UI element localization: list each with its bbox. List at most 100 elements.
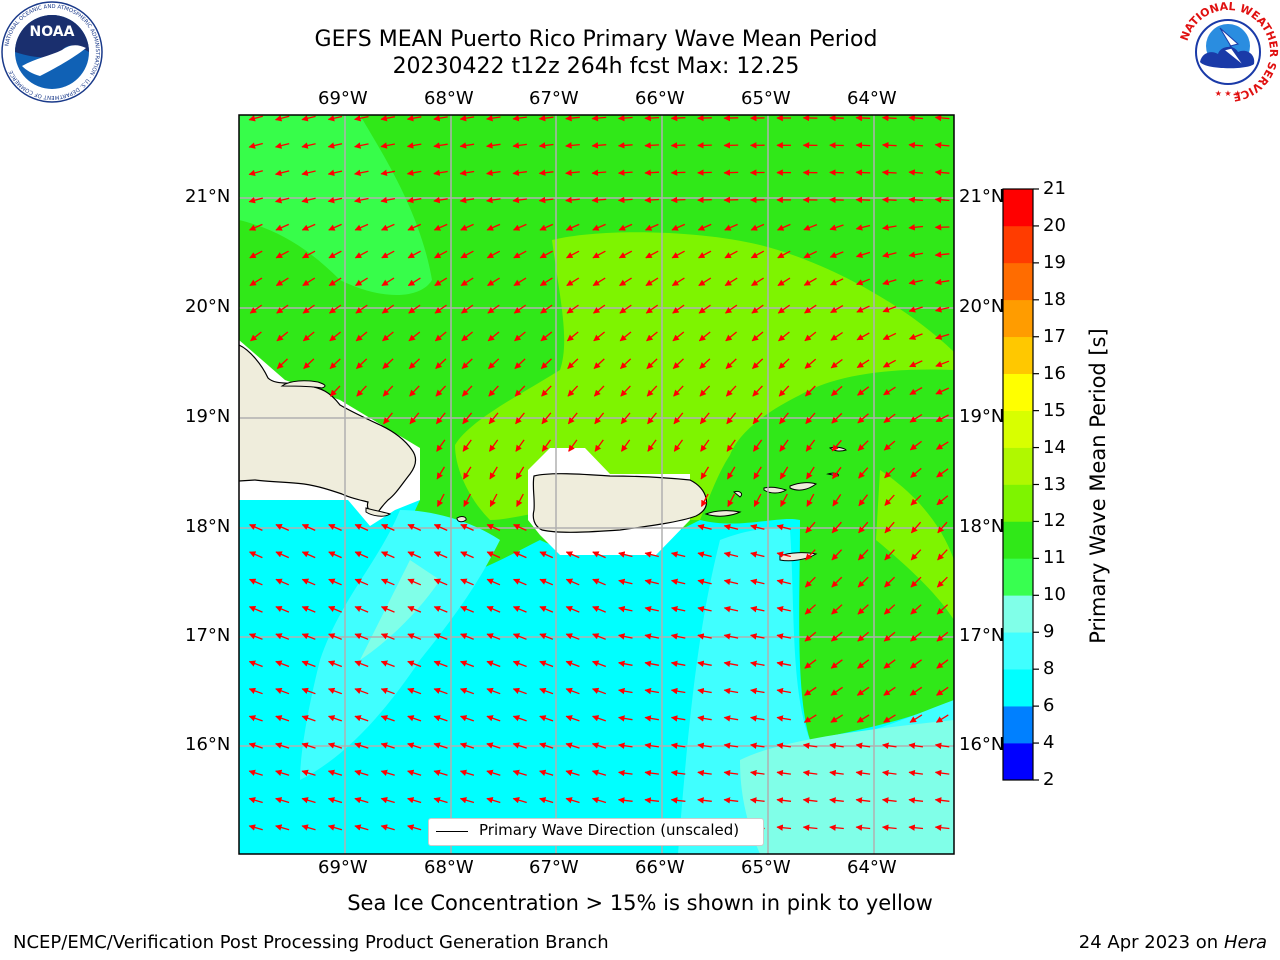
wave-arrow: [881, 169, 897, 176]
wave-arrow: [937, 521, 948, 534]
wave-arrow: [459, 742, 475, 749]
wave-arrow: [750, 742, 765, 749]
lon-tick-bottom-67w: 67°W: [529, 857, 579, 878]
wave-arrow: [592, 304, 606, 314]
wave-arrow: [908, 742, 923, 749]
wave-arrow: [354, 769, 369, 776]
wave-arrow: [459, 115, 475, 122]
field-period-9-10: [740, 720, 954, 854]
wave-arrow: [327, 797, 343, 804]
wave-arrow: [382, 385, 394, 397]
wave-arrow: [909, 714, 923, 723]
wave-arrow: [301, 524, 316, 531]
wave-arrow: [670, 551, 686, 558]
wave-arrow: [407, 250, 421, 259]
wave-arrow: [882, 224, 897, 231]
lat-tick-right-16n: 16°N: [959, 734, 1005, 755]
wave-arrow: [407, 687, 422, 695]
legend-line-sample: [436, 831, 468, 832]
wave-arrow: [248, 605, 263, 613]
wave-arrow: [908, 196, 924, 204]
wave-arrow: [488, 385, 499, 397]
wave-arrow: [515, 439, 525, 452]
wave-arrow: [567, 385, 579, 397]
wave-arrow: [433, 633, 448, 640]
land-culebra: [732, 491, 743, 498]
wave-arrow: [301, 551, 316, 559]
wave-arrow: [433, 115, 448, 122]
wave-arrow: [435, 412, 446, 425]
wave-arrow: [697, 742, 712, 749]
wave-arrow: [855, 115, 871, 122]
wave-arrow: [724, 304, 738, 314]
wave-arrow: [276, 331, 289, 342]
colorbar-tick-label: 17: [1043, 325, 1066, 347]
wave-arrow: [830, 659, 843, 669]
wave-arrow: [936, 495, 949, 506]
wave-arrow: [302, 277, 316, 287]
wave-arrow: [275, 551, 290, 559]
wave-arrow: [670, 578, 686, 586]
wave-arrow: [327, 769, 343, 776]
wave-arrow: [512, 142, 527, 149]
land-saona: [365, 507, 392, 517]
wave-arrow: [327, 824, 343, 831]
wave-arrow: [934, 742, 950, 749]
wave-arrow: [644, 633, 660, 640]
wave-arrow: [565, 687, 580, 695]
wave-arrow: [697, 687, 712, 695]
wave-arrow: [516, 493, 524, 507]
wave-arrow: [409, 385, 420, 397]
wave-arrow: [803, 277, 817, 286]
wave-arrow: [857, 386, 870, 396]
wave-arrow: [697, 524, 712, 531]
wave-arrow: [486, 196, 501, 204]
wave-arrow: [594, 412, 605, 425]
map-frame: [238, 114, 955, 855]
wave-arrow: [274, 142, 290, 149]
wave-arrow: [934, 251, 950, 258]
wave-arrow: [752, 385, 763, 397]
wave-arrow: [406, 196, 422, 204]
wave-arrow: [275, 633, 290, 640]
wave-arrow: [644, 660, 660, 667]
wave-arrow: [910, 549, 922, 561]
wave-arrow: [539, 578, 554, 586]
wave-arrow: [831, 521, 842, 534]
wave-arrow: [935, 333, 950, 340]
wave-arrow: [436, 493, 445, 507]
wave-arrow: [671, 250, 685, 259]
wave-arrow: [884, 521, 895, 534]
wave-arrow: [697, 660, 712, 667]
wave-arrow: [565, 769, 580, 776]
wave-arrow: [750, 578, 765, 586]
wave-arrow: [881, 141, 897, 149]
wave-arrow: [752, 439, 763, 452]
wave-arrow: [670, 196, 686, 204]
colorbar-tick-label: 14: [1043, 436, 1066, 458]
lon-tick-bottom-66w: 66°W: [635, 857, 685, 878]
wave-arrow: [935, 714, 949, 723]
wave-arrow: [514, 358, 526, 369]
colorbar-tick-label: 8: [1043, 658, 1055, 680]
wave-arrow: [593, 385, 605, 397]
wave-arrow: [249, 223, 263, 231]
wave-arrow: [724, 277, 738, 287]
wave-arrow: [647, 439, 657, 452]
wave-arrow: [883, 386, 896, 396]
wave-arrow: [804, 576, 816, 588]
wave-arrow: [327, 196, 343, 204]
wave-arrow: [538, 169, 554, 176]
wave-arrow: [328, 605, 342, 613]
wave-arrow: [328, 277, 342, 287]
wave-arrow: [301, 223, 316, 231]
wave-arrow: [778, 331, 790, 342]
wave-arrow: [407, 660, 422, 668]
wave-arrow: [274, 115, 290, 122]
wave-arrow: [436, 439, 446, 452]
wave-arrow: [409, 412, 420, 425]
wave-arrow: [644, 742, 659, 749]
wave-arrow: [776, 797, 792, 804]
wave-arrow: [592, 578, 606, 586]
